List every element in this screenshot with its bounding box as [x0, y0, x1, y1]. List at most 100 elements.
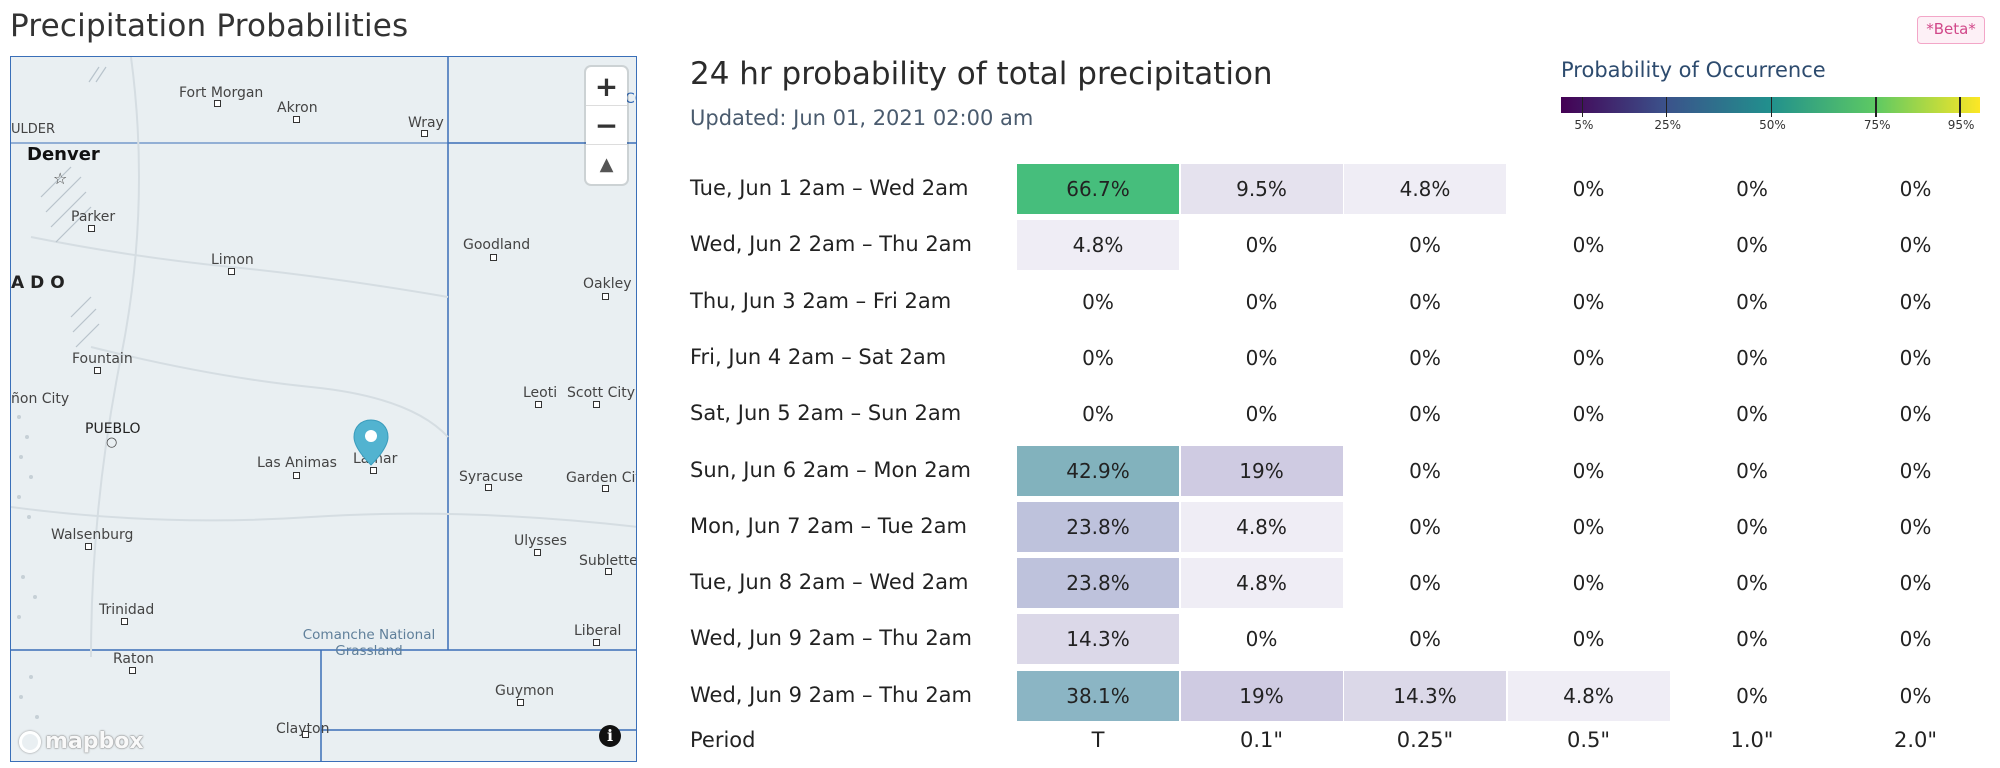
probability-cell: 19%: [1180, 670, 1343, 721]
city-marker: [421, 130, 428, 137]
city-marker: [602, 293, 609, 300]
probability-cell: 23.8%: [1017, 558, 1179, 609]
probability-cell: 0%: [1572, 402, 1605, 427]
zoom-out-button[interactable]: −: [586, 106, 627, 145]
probability-cell: 0%: [1572, 289, 1605, 314]
city-marker: [605, 568, 612, 575]
map-borders: [11, 57, 636, 761]
probability-cell: 0%: [1736, 514, 1768, 539]
map-label-leoti: Leoti: [523, 385, 558, 401]
probability-cell: 0%: [1572, 571, 1605, 596]
legend-tick-label: 25%: [1654, 118, 1682, 132]
column-header: 0.25": [1396, 728, 1454, 752]
probability-cell: 14.3%: [1344, 670, 1506, 721]
city-marker: [535, 401, 542, 408]
city-marker: [214, 100, 221, 107]
row-label: Wed, Jun 9 2am – Thu 2am: [690, 682, 973, 707]
map[interactable]: Fort Morgan Akron Wray CO ULDER Denver ☆…: [10, 56, 637, 762]
map-label-fort-morgan: Fort Morgan: [179, 85, 264, 101]
row-label: Fri, Jun 4 2am – Sat 2am: [690, 344, 947, 369]
probability-cell: 0%: [1899, 177, 1932, 201]
row-label: Thu, Jun 3 2am – Fri 2am: [690, 288, 952, 313]
beta-badge: *Beta*: [1917, 16, 1985, 44]
probability-cell: 0%: [1082, 345, 1114, 370]
location-pin-icon[interactable]: [353, 419, 389, 467]
row-label: Sun, Jun 6 2am – Mon 2am: [690, 457, 971, 482]
legend-tick: [1959, 97, 1961, 117]
city-marker: [602, 485, 609, 492]
map-label-pueblo: PUEBLO: [85, 421, 141, 437]
probability-cell: 4.8%: [1017, 220, 1179, 271]
probability-cell: 0%: [1736, 345, 1768, 370]
city-marker: [593, 401, 600, 408]
mapbox-logo-icon: [19, 730, 41, 753]
zoom-in-button[interactable]: +: [586, 67, 627, 106]
map-label-boulder: ULDER: [11, 122, 56, 137]
row-label: Mon, Jun 7 2am – Tue 2am: [690, 513, 967, 538]
probability-cell: 0%: [1899, 683, 1932, 708]
column-header: 1.0": [1730, 728, 1774, 752]
probability-cell: 38.1%: [1017, 670, 1179, 721]
probability-cell: 0%: [1082, 402, 1114, 427]
probability-cell: 23.8%: [1017, 501, 1179, 552]
probability-cell: 0%: [1082, 289, 1114, 314]
info-icon[interactable]: i: [599, 725, 621, 747]
column-header: T: [1091, 728, 1105, 752]
probability-cell: 14.3%: [1017, 614, 1179, 665]
legend-tick-label: 5%: [1574, 118, 1594, 132]
city-marker: [517, 699, 524, 706]
probability-cell: 42.9%: [1017, 445, 1179, 496]
probability-cell: 4.8%: [1180, 558, 1343, 609]
map-label-canon-city: ñon City: [11, 391, 70, 407]
probability-cell: 66.7%: [1017, 164, 1179, 214]
compass-icon[interactable]: ▲: [599, 154, 614, 175]
map-label-fountain: Fountain: [72, 351, 133, 367]
legend-title: Probability of Occurrence: [1561, 58, 1826, 82]
probability-cell: 0%: [1899, 345, 1932, 370]
column-header: 0.5": [1566, 728, 1611, 752]
legend-tick: [1665, 97, 1668, 117]
page-title: Precipitation Probabilities: [10, 8, 409, 44]
circle-icon: ○: [106, 435, 118, 450]
probability-cell: 4.8%: [1507, 670, 1670, 721]
chart-title: 24 hr probability of total precipitation: [690, 56, 1273, 92]
city-marker: [593, 639, 600, 646]
probability-cell: 0%: [1409, 233, 1441, 258]
probability-cell: 0%: [1736, 571, 1768, 596]
row-label: Tue, Jun 1 2am – Wed 2am: [690, 176, 969, 200]
map-label-goodland: Goodland: [463, 237, 531, 253]
legend-tick-label: 50%: [1759, 118, 1786, 132]
map-label-limon: Limon: [211, 252, 254, 268]
legend-tick: [1770, 97, 1772, 117]
city-marker: [85, 543, 92, 550]
map-label-clayton: Clayton: [276, 721, 330, 737]
legend-tick: [1581, 97, 1584, 117]
probability-cell: 0%: [1899, 458, 1932, 483]
mapbox-logo[interactable]: mapbox: [19, 729, 144, 754]
map-label-guymon: Guymon: [495, 683, 555, 699]
probability-cell: 0%: [1572, 514, 1605, 539]
probability-cell: 0%: [1899, 514, 1932, 539]
probability-cell: 4.8%: [1180, 501, 1343, 552]
map-label-las-animas: Las Animas: [257, 455, 337, 471]
probability-cell: 0%: [1736, 233, 1768, 258]
city-marker: [302, 731, 309, 738]
probability-cell: 0%: [1245, 402, 1278, 427]
probability-cell: 0%: [1245, 627, 1278, 652]
probability-cell: 4.8%: [1344, 164, 1506, 214]
probability-cell: 0%: [1245, 345, 1278, 370]
updated-timestamp: Updated: Jun 01, 2021 02:00 am: [690, 106, 1034, 130]
map-zoom-controls: + − ▲: [586, 67, 627, 184]
probability-cell: 0%: [1572, 627, 1605, 652]
map-label-wray: Wray: [408, 115, 444, 131]
map-label-parker: Parker: [71, 209, 116, 225]
legend-ticks: 5% 25% 50% 75% 95%: [1561, 97, 1980, 137]
column-header: 2.0": [1893, 728, 1938, 752]
city-marker: [485, 484, 492, 491]
probability-cell: 0%: [1409, 514, 1441, 539]
map-label-garden-city: Garden City: [566, 470, 636, 486]
legend-tick: [1875, 97, 1877, 117]
probability-cell: 0%: [1899, 289, 1932, 314]
city-marker: [129, 667, 136, 674]
mapbox-logo-text: mapbox: [45, 729, 144, 754]
